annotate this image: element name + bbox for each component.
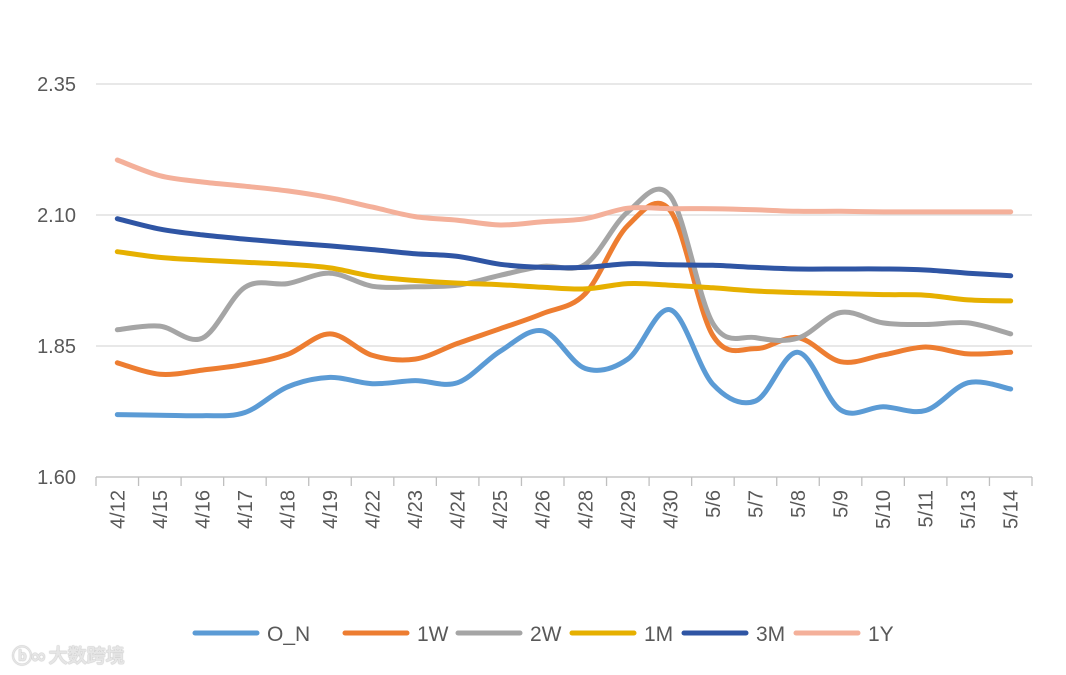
legend-label: O_N [267,623,310,646]
x-tick-label: 4/26 [533,490,555,529]
watermark: ⓑ∞ 大数跨境 [12,640,125,669]
x-tick-label: 4/16 [192,490,214,529]
y-tick-label: 2.10 [37,205,76,227]
legend-label: 3M [756,623,785,646]
x-tick-label: 4/25 [490,490,512,529]
series-line-1y [114,157,1014,228]
series-line-1m [114,249,1014,304]
legend-label: 2W [530,623,562,646]
legend-item: 2W [455,623,562,646]
x-tick-label: 4/24 [448,490,470,529]
watermark-logo-icon: ⓑ∞ [12,644,47,668]
y-tick-label: 1.60 [37,467,76,489]
x-tick-label: 5/14 [1001,490,1023,529]
x-tick-label: 4/22 [363,490,385,529]
series-line-o-n [114,307,1014,419]
x-tick-label: 4/23 [405,490,427,529]
x-tick-label: 4/29 [618,490,640,529]
legend-item: 1W [342,623,449,646]
x-tick-label: 5/13 [958,490,980,529]
x-tick-label: 5/9 [831,490,853,518]
series-line-3m [114,216,1014,279]
x-tick-label: 4/18 [277,490,299,529]
series-line-1w [114,200,1014,378]
watermark-text: 大数跨境 [48,645,125,667]
x-tick-label: 5/7 [745,490,767,518]
legend-label: 1W [417,623,449,646]
x-axis: 4/12 4/15 4/16 4/17 4/18 4/19 4/22 4/23 4/24 4/25… [95,476,1033,529]
x-tick-label: 4/17 [235,490,257,529]
legend-item: O_N [192,623,310,646]
x-tick-label: 5/11 [916,490,938,527]
y-tick-label: 1.85 [37,336,76,358]
series-lines [114,157,1014,419]
legend-item: 3M [681,623,785,646]
x-tick-label: 4/12 [107,490,129,529]
x-tick-label: 4/30 [660,490,682,529]
legend: O_N 1W 2W 1M 3M 1Y [192,623,894,646]
x-tick-label: 5/10 [873,490,895,529]
legend-item: 1Y [793,623,894,646]
legend-label: 1M [644,623,673,646]
gridlines [96,83,1032,478]
y-axis: 1.60 1.85 2.10 2.35 [37,74,76,489]
x-tick-label: 4/28 [575,490,597,529]
x-tick-label: 4/19 [320,490,342,529]
y-tick-label: 2.35 [37,74,76,96]
x-tick-label: 4/15 [150,490,172,529]
x-tick-label: 5/8 [788,490,810,518]
legend-label: 1Y [868,623,894,646]
legend-item: 1M [569,623,673,646]
x-tick-label: 5/6 [703,490,725,518]
